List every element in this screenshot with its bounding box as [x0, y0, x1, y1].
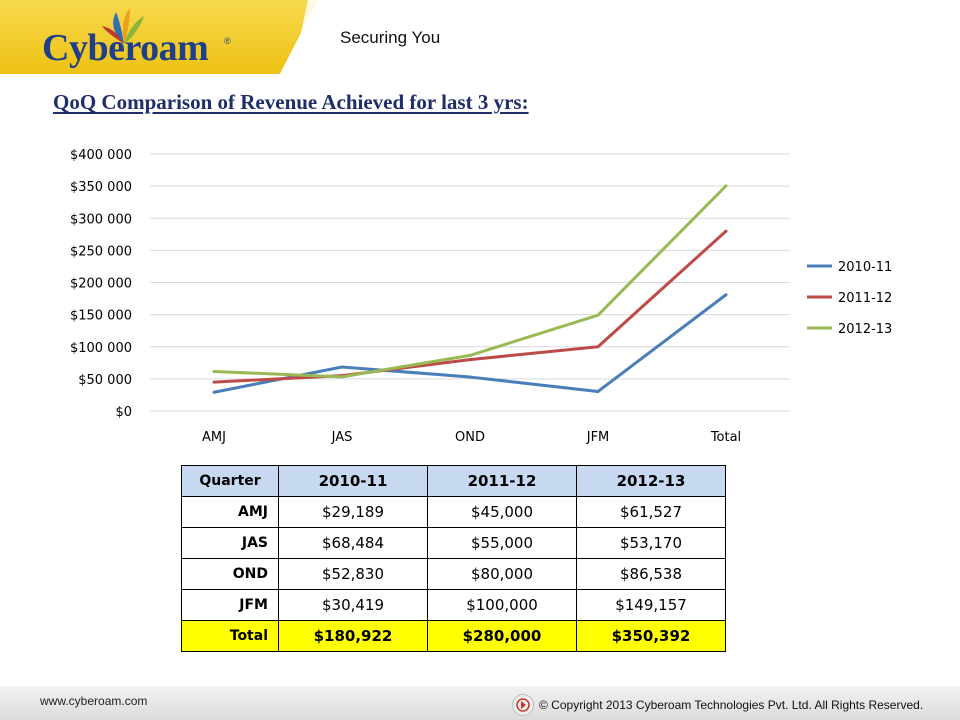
cyberoam-badge-icon — [512, 694, 534, 716]
table-header-cell: 2010-11 — [278, 465, 428, 497]
table-cell: $52,830 — [278, 558, 428, 590]
legend-label: 2012-13 — [838, 322, 892, 337]
data-point — [596, 389, 600, 393]
table-cell-quarter: OND — [181, 558, 279, 590]
x-tick-label: JAS — [331, 430, 353, 445]
revenue-table: Quarter 2010-11 2011-12 2012-13 AMJ $29,… — [181, 465, 726, 652]
y-tick-label: $300 000 — [70, 212, 132, 227]
y-tick-label: $50 000 — [78, 373, 132, 388]
series-line-2012-13 — [213, 184, 728, 379]
logo-swoosh-graphic — [292, 0, 330, 74]
legend-label: 2010-11 — [838, 260, 892, 275]
table-row: AMJ $29,189 $45,000 $61,527 — [181, 496, 726, 528]
table-cell-quarter: JAS — [181, 527, 279, 559]
table-cell: $45,000 — [427, 496, 577, 528]
table-cell-total: $280,000 — [427, 620, 577, 652]
data-point — [468, 358, 472, 362]
table-cell: $61,527 — [576, 496, 726, 528]
table-cell-total: $350,392 — [576, 620, 726, 652]
table-cell: $68,484 — [278, 527, 428, 559]
data-point — [596, 345, 600, 349]
tagline: Securing You — [340, 28, 441, 47]
y-tick-label: $350 000 — [70, 180, 132, 195]
table-cell: $80,000 — [427, 558, 577, 590]
slide-title: QoQ Comparison of Revenue Achieved for l… — [53, 90, 529, 114]
brand-logo-text: Cyberoam — [42, 27, 209, 69]
logo-panel — [0, 0, 318, 74]
table-cell: $53,170 — [576, 527, 726, 559]
data-point — [212, 369, 216, 373]
y-tick-label: $250 000 — [70, 244, 132, 259]
x-tick-label: Total — [710, 430, 741, 445]
data-point — [724, 229, 728, 233]
table-cell: $86,538 — [576, 558, 726, 590]
table-cell-quarter: AMJ — [181, 496, 279, 528]
table-header-row: Quarter 2010-11 2011-12 2012-13 — [181, 465, 726, 497]
table-cell-quarter: JFM — [181, 589, 279, 621]
x-tick-label: JFM — [586, 430, 610, 445]
header: Cyberoam ® Securing You — [0, 0, 960, 74]
x-tick-label: OND — [455, 430, 485, 445]
footer: www.cyberoam.com © Copyright 2013 Cybero… — [0, 686, 960, 720]
revenue-line-chart: $0 $50 000 $100 000 $150 000 $200 000 $250 00… — [70, 148, 892, 445]
y-tick-label: $100 000 — [70, 341, 132, 356]
table-cell: $100,000 — [427, 589, 577, 621]
table-cell: $29,189 — [278, 496, 428, 528]
chart-legend: 2010-11 2011-12 2012-13 — [807, 260, 892, 337]
x-tick-label: AMJ — [202, 430, 226, 445]
table-cell: $55,000 — [427, 527, 577, 559]
data-point — [724, 293, 728, 297]
table-row: OND $52,830 $80,000 $86,538 — [181, 558, 726, 590]
table-header-cell: 2012-13 — [576, 465, 726, 497]
y-tick-label: $200 000 — [70, 277, 132, 292]
chart-x-axis-ticks: AMJ JAS OND JFM Total — [202, 430, 741, 445]
data-point — [724, 184, 728, 188]
logo-flower-icon — [102, 8, 144, 44]
table-cell: $30,419 — [278, 589, 428, 621]
data-point — [212, 390, 216, 394]
table-total-row: Total $180,922 $280,000 $350,392 — [181, 620, 726, 652]
data-point — [340, 375, 344, 379]
data-point — [468, 375, 472, 379]
y-tick-label: $150 000 — [70, 309, 132, 324]
y-tick-label: $0 — [115, 405, 132, 420]
data-point — [468, 353, 472, 357]
chart-y-axis-ticks: $0 $50 000 $100 000 $150 000 $200 000 $250 00… — [70, 148, 132, 420]
footer-url: www.cyberoam.com — [40, 694, 148, 708]
chart-series-lines — [212, 184, 728, 394]
y-tick-label: $400 000 — [70, 148, 132, 163]
table-cell: $149,157 — [576, 589, 726, 621]
table-cell-total: $180,922 — [278, 620, 428, 652]
data-point — [212, 380, 216, 384]
table-row: JAS $68,484 $55,000 $53,170 — [181, 527, 726, 559]
table-row: JFM $30,419 $100,000 $149,157 — [181, 589, 726, 621]
table-header-cell: 2011-12 — [427, 465, 577, 497]
legend-label: 2011-12 — [838, 291, 892, 306]
table-cell-quarter: Total — [181, 620, 279, 652]
data-point — [596, 313, 600, 317]
table-header-cell: Quarter — [181, 465, 279, 497]
footer-copyright: © Copyright 2013 Cyberoam Technologies P… — [539, 698, 924, 712]
data-point — [340, 365, 344, 369]
brand-registered-mark: ® — [224, 36, 231, 46]
